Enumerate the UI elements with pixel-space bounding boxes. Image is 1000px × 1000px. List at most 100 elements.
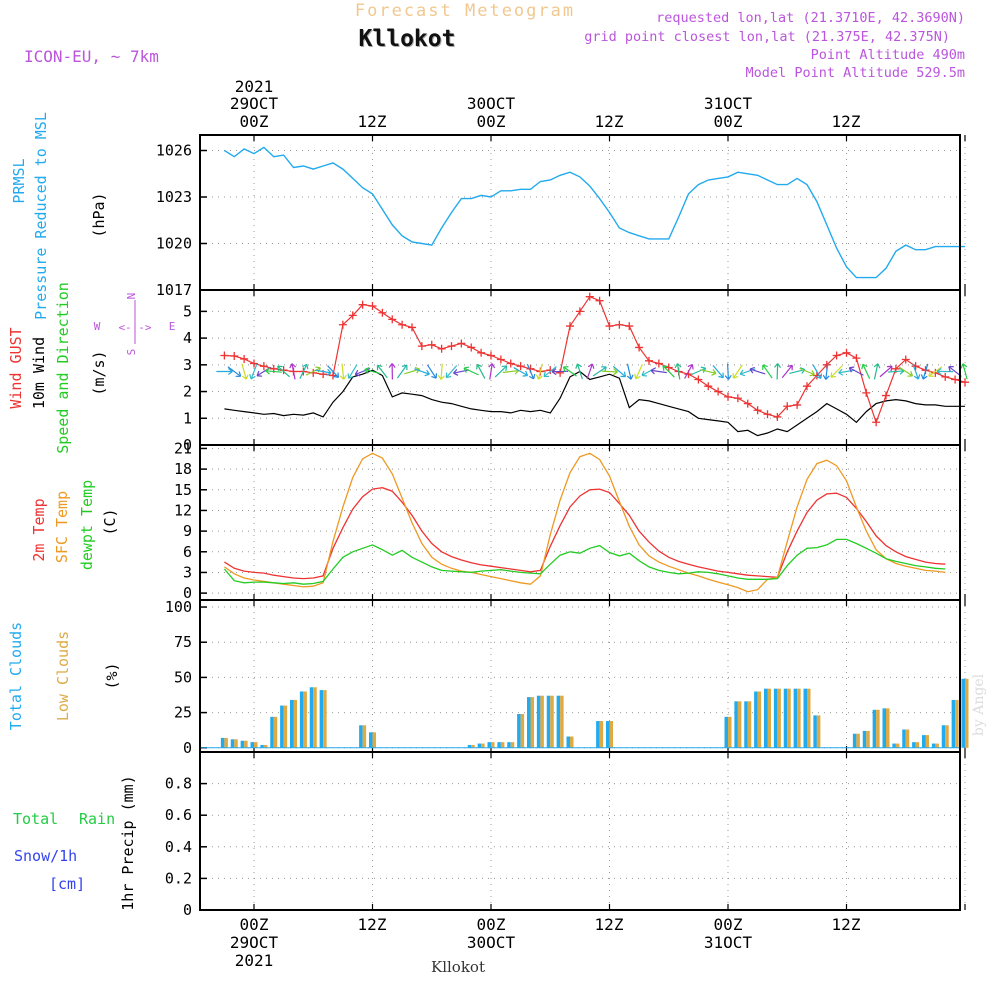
gust-marker — [417, 342, 426, 351]
data-layer — [200, 146, 969, 749]
temp-sfc-label: SFC Temp — [53, 491, 71, 563]
gust-marker — [625, 322, 634, 331]
wind-arrow-icon — [936, 367, 954, 375]
top-hour-label: 12Z — [832, 112, 861, 131]
wind-arrow-shaft — [812, 364, 822, 379]
top-hour-label: 00Z — [714, 112, 743, 131]
wind-arrow-shaft — [922, 363, 929, 380]
wind-arrow-icon — [445, 365, 458, 379]
wind-arrow-shaft — [662, 365, 675, 378]
total-cloud-bar — [941, 725, 946, 748]
low-cloud-bar — [945, 725, 949, 748]
low-clouds-label: Low Clouds — [54, 631, 72, 721]
wind-arrow-shaft — [341, 363, 345, 380]
wind-arrow-icon — [437, 363, 445, 380]
total-cloud-bar — [902, 729, 906, 748]
wind-arrow-head — [613, 368, 618, 376]
low-cloud-bar — [737, 701, 742, 748]
wind-arrow-shaft — [789, 368, 806, 375]
temp-panel-labels: 2m Temp SFC Temp dewpt Temp (C) — [30, 480, 119, 570]
wind-arrow-head — [650, 367, 656, 375]
wind-arrow-head — [724, 375, 732, 380]
total-cloud-bar — [240, 740, 245, 748]
wind-arrow-icon — [928, 366, 943, 377]
gust-marker — [763, 410, 772, 419]
wind-arrow-icon — [848, 366, 864, 376]
wind-arrow-icon — [404, 366, 421, 375]
wind-arrow-icon — [879, 365, 893, 378]
temp-unit-label: (C) — [101, 508, 119, 535]
y-tick-label: 75 — [174, 633, 192, 651]
total-cloud-bar — [773, 688, 778, 748]
wind-arrow-icon — [873, 363, 881, 380]
wind-arrow-icon — [799, 367, 815, 377]
wind-arrow-shaft — [626, 363, 632, 380]
total-cloud-bar — [931, 743, 936, 748]
precip-panel-labels: Total Rain Snow/1h [cm] 1hr Precip (mm) — [13, 775, 137, 910]
wind-arrow-head — [289, 363, 297, 369]
snow-label: Snow/1h — [14, 847, 77, 865]
wind-arrow-icon — [912, 363, 921, 380]
low-cloud-bar — [481, 743, 485, 748]
wind-arrow-shaft — [592, 366, 607, 377]
low-cloud-bar — [807, 688, 811, 748]
wind-arrow-icon — [674, 363, 682, 380]
gust-marker — [378, 308, 387, 317]
gust-marker — [941, 372, 950, 381]
model-point-altitude: Model Point Altitude 529.5m — [746, 65, 965, 81]
wind-arrow-shaft — [440, 363, 443, 380]
wind-arrow-head — [551, 368, 557, 376]
gust-marker — [911, 362, 920, 371]
wind-arrow-icon — [634, 363, 643, 380]
y-tick-label: 0 — [183, 901, 192, 919]
wind-arrow-head — [816, 373, 823, 379]
top-hour-label: 00Z — [240, 112, 269, 131]
gust-marker — [556, 368, 565, 377]
low-cloud-bar — [915, 742, 920, 748]
y-tick-label: 1 — [183, 409, 192, 427]
low-cloud-bar — [500, 742, 505, 748]
wind-arrow-shaft — [291, 363, 296, 380]
frame-layer — [199, 134, 961, 911]
total-cloud-bar — [517, 714, 521, 748]
wind-arrow-shaft — [887, 370, 904, 373]
snow-unit-label: [cm] — [49, 875, 85, 893]
bottom-day-label: 29OCT — [230, 933, 279, 952]
low-cloud-bar — [362, 725, 367, 748]
low-cloud-bar — [797, 688, 801, 748]
y-tick-label: 2 — [183, 383, 192, 401]
wind-arrow-icon — [781, 364, 793, 379]
temp-sfc-line — [224, 452, 946, 593]
y-tick-label: 100 — [165, 598, 192, 616]
wind-arrow-head — [711, 369, 717, 376]
gust-marker — [733, 394, 742, 403]
wind-arrow-icon — [626, 363, 634, 380]
wind-arrow-icon — [227, 366, 242, 377]
gust-marker — [437, 344, 446, 353]
panel-frame — [199, 751, 961, 911]
y-tick-label: 0 — [183, 739, 192, 757]
y-tick-label: 3 — [183, 356, 192, 374]
wind-arrow-head — [662, 365, 669, 371]
wind-arrow-icon — [712, 364, 724, 379]
wind-arrow-head — [277, 365, 283, 372]
wind-arrow-icon — [277, 365, 290, 378]
wind-arrow-head — [873, 363, 881, 369]
gust-marker — [882, 391, 890, 400]
wind-arrow-shaft — [426, 364, 437, 379]
gust-marker — [506, 359, 515, 368]
wind-arrow-icon — [339, 363, 347, 380]
low-cloud-bar — [254, 742, 258, 748]
wind-arrow-shaft — [502, 369, 519, 374]
total-cloud-bar — [280, 705, 284, 748]
total-cloud-bar — [922, 735, 926, 748]
gust-marker — [496, 355, 505, 364]
wind-arrow-head — [687, 363, 694, 370]
wind-arrow-icon — [289, 363, 297, 380]
wind-panel-labels: Wind GUST 10m Wind Speed and Direction (… — [7, 282, 175, 454]
total-cloud-bar — [290, 699, 294, 748]
temp-2m-line — [224, 487, 946, 580]
wind-arrow-icon — [960, 363, 968, 380]
wind-arrow-shaft — [799, 367, 815, 376]
